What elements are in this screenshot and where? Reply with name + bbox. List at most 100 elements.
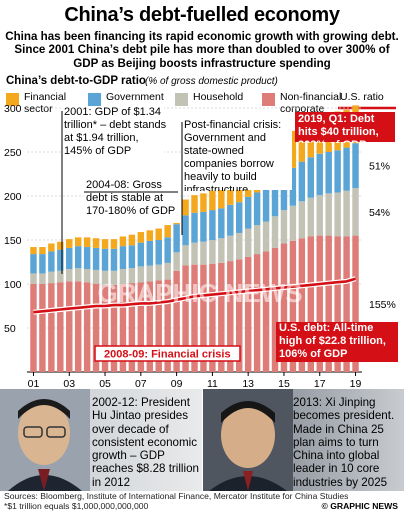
bar-segment [334,150,341,193]
bar-segment [253,254,261,372]
bar-segment [307,197,315,237]
bar-segment [343,190,350,237]
x-tick-label: 01 [28,378,40,389]
x-tick-label: 11 [207,378,218,389]
bar-segment [92,284,100,372]
bar-segment [289,205,297,241]
bar-segment [74,246,82,269]
bar-segment [209,240,216,264]
y-tick-label: 150 [4,235,22,247]
bar-segment [74,281,82,372]
bar-segment [83,269,91,283]
bar-segment [30,273,37,284]
bar-segment [57,249,64,271]
bar-segment [200,193,207,212]
y-tick-label: 300 [4,103,22,115]
bar-segment [74,268,82,282]
bar-segment [110,248,118,271]
bar-segment [164,225,171,238]
chart-bars [30,105,359,372]
bar-segment [289,167,297,206]
bar-segment [253,225,261,255]
x-tick-label: 05 [99,378,111,389]
segment-value-label: 155% [369,299,396,311]
us-ratio-line [33,277,356,314]
legend-label: Non-financial corporate [280,91,341,115]
bar-segment [83,282,91,372]
bar-segment [39,247,46,255]
legend-label: Government [106,91,164,103]
legend-swatch [6,93,19,106]
bar-segment [39,273,46,284]
bar-segment [128,245,136,269]
bar-segment [236,202,243,233]
bar-segment [137,282,145,372]
bar-segment [343,147,350,191]
bar-segment [218,187,225,209]
bar-segment [334,236,341,372]
bar-segment [101,270,109,285]
bar-segment [101,248,109,271]
bar-segment [271,247,279,372]
bar-segment [146,265,153,282]
bar-segment [173,252,180,271]
legend-label: Financial sector [24,91,66,115]
bar-segment [209,263,216,372]
bar-segment [244,256,252,372]
y-tick-label: 100 [4,279,22,291]
bar-segment [262,251,270,372]
bar-segment [30,254,37,274]
bar-segment [200,211,207,242]
bar-segment [146,281,153,372]
bar-segment [191,264,198,372]
bar-segment [48,243,55,252]
xi-jinping-caption: 2013: Xi Jinping becomes president. Made… [293,396,395,489]
bar-segment [92,247,100,270]
bar-segment [244,228,252,257]
bar-segment [48,251,55,272]
bar-segment [119,236,127,247]
bar-segment [209,190,216,211]
bar-segment [164,279,171,372]
bar-segment [137,266,145,283]
bar-segment [119,246,127,270]
bar-segment [227,181,234,205]
bar-segment [191,242,198,265]
x-tick-label: 17 [314,378,326,389]
bar-segment [74,237,82,247]
bar-segment [101,284,109,372]
y-tick-label: 200 [4,191,22,203]
legend-label: Household [193,91,243,103]
y-tick-label: 50 [4,323,16,335]
bar-segment [191,195,198,213]
bar-segment [298,201,306,239]
bar-segment [173,270,180,372]
bar-segment [83,237,91,248]
bar-segment [280,173,288,211]
x-tick-label: 13 [242,378,254,389]
bar-segment [155,240,162,265]
bar-segment [137,242,145,267]
bar-segment [57,241,64,250]
bar-segment [48,283,55,372]
watermark-text: GRAPHIC NEWS [97,278,302,308]
watermark: GRAPHIC NEWS [97,278,302,308]
bar-segment [92,238,100,248]
bar-segment [182,199,189,216]
annotation-us: U.S. debt: All-time high of $22.8 trilli… [276,322,398,362]
annotation-post-crisis-text: Post-financial crisis: Government and st… [184,119,282,191]
bar-segment [110,239,118,249]
footnote-text: *$1 trillion equals $1,000,000,000,000 [4,501,149,511]
bar-segment [325,235,332,372]
bar-segment [209,210,216,240]
bar-segment [316,153,323,196]
bar-segment [119,284,127,372]
xi-jinping-portrait [203,389,293,491]
bar-segment [253,192,261,226]
chart-title: China’s debt-to-GDP ratio [6,75,146,87]
bar-segment [352,143,359,189]
bar-segment [307,157,315,198]
bar-segment [191,212,198,243]
bar-segment [316,195,323,236]
legend-label: U.S. ratio [340,91,384,103]
